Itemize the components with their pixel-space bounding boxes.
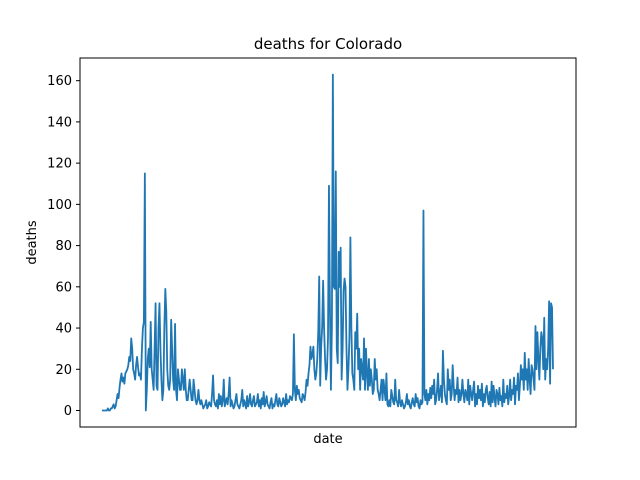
y-axis-label: deaths <box>25 220 40 265</box>
y-axis-ticks: 0 20 40 60 80 100 120 140 160 <box>47 74 80 419</box>
y-tick-label: 40 <box>55 322 72 337</box>
y-tick-label: 160 <box>47 74 72 89</box>
plot-area <box>102 73 554 412</box>
y-tick-label: 20 <box>55 363 72 378</box>
plot-frame <box>79 57 577 428</box>
series-line-deaths <box>102 73 554 412</box>
y-tick-label: 100 <box>47 198 72 213</box>
y-tick-label: 0 <box>64 404 72 419</box>
y-tick-label: 120 <box>47 157 72 172</box>
x-axis-label: date <box>313 432 342 447</box>
y-tick-label: 80 <box>55 239 72 254</box>
y-tick-label: 140 <box>47 115 72 130</box>
chart-title: deaths for Colorado <box>254 35 402 53</box>
y-tick-label: 60 <box>55 280 72 295</box>
